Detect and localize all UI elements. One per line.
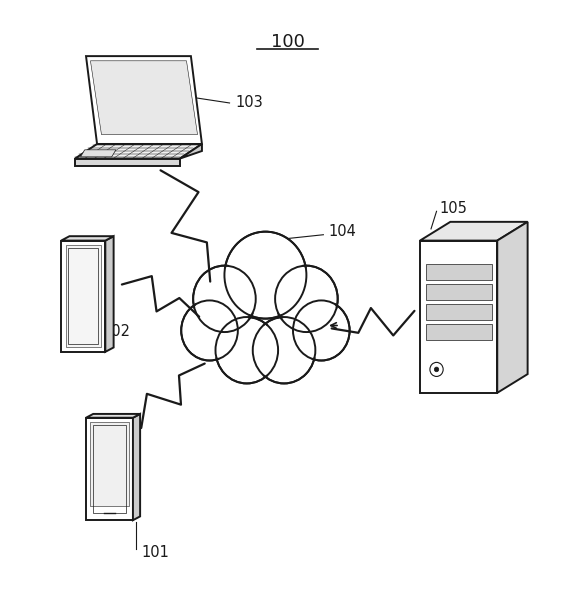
Polygon shape (86, 56, 202, 144)
Polygon shape (66, 245, 101, 347)
Text: 101: 101 (141, 545, 169, 559)
Circle shape (183, 303, 236, 358)
Circle shape (181, 301, 238, 361)
Polygon shape (105, 236, 114, 352)
Polygon shape (426, 264, 492, 281)
Circle shape (216, 317, 278, 384)
Text: 104: 104 (329, 224, 356, 239)
Circle shape (196, 268, 253, 329)
Circle shape (228, 235, 303, 315)
Polygon shape (426, 324, 492, 340)
Text: 100: 100 (271, 33, 304, 51)
Polygon shape (420, 240, 497, 393)
Polygon shape (426, 284, 492, 300)
Polygon shape (81, 150, 116, 157)
Polygon shape (133, 414, 140, 520)
Circle shape (275, 265, 338, 332)
Circle shape (434, 367, 439, 371)
Text: 105: 105 (439, 201, 467, 216)
Polygon shape (180, 144, 202, 159)
Circle shape (293, 301, 350, 361)
Text: 102: 102 (102, 324, 131, 339)
Polygon shape (61, 240, 105, 352)
Circle shape (255, 320, 313, 381)
Polygon shape (90, 422, 129, 506)
Polygon shape (426, 304, 492, 320)
Polygon shape (75, 159, 180, 166)
Circle shape (295, 303, 347, 358)
Text: 103: 103 (235, 96, 263, 110)
Circle shape (224, 232, 306, 318)
Polygon shape (61, 236, 114, 240)
Circle shape (218, 320, 275, 381)
Circle shape (193, 265, 256, 332)
Polygon shape (90, 61, 198, 135)
Polygon shape (497, 222, 528, 393)
Polygon shape (420, 222, 528, 240)
Circle shape (278, 268, 335, 329)
Polygon shape (75, 144, 202, 159)
Polygon shape (86, 418, 133, 520)
Polygon shape (86, 414, 140, 418)
Circle shape (253, 317, 315, 384)
